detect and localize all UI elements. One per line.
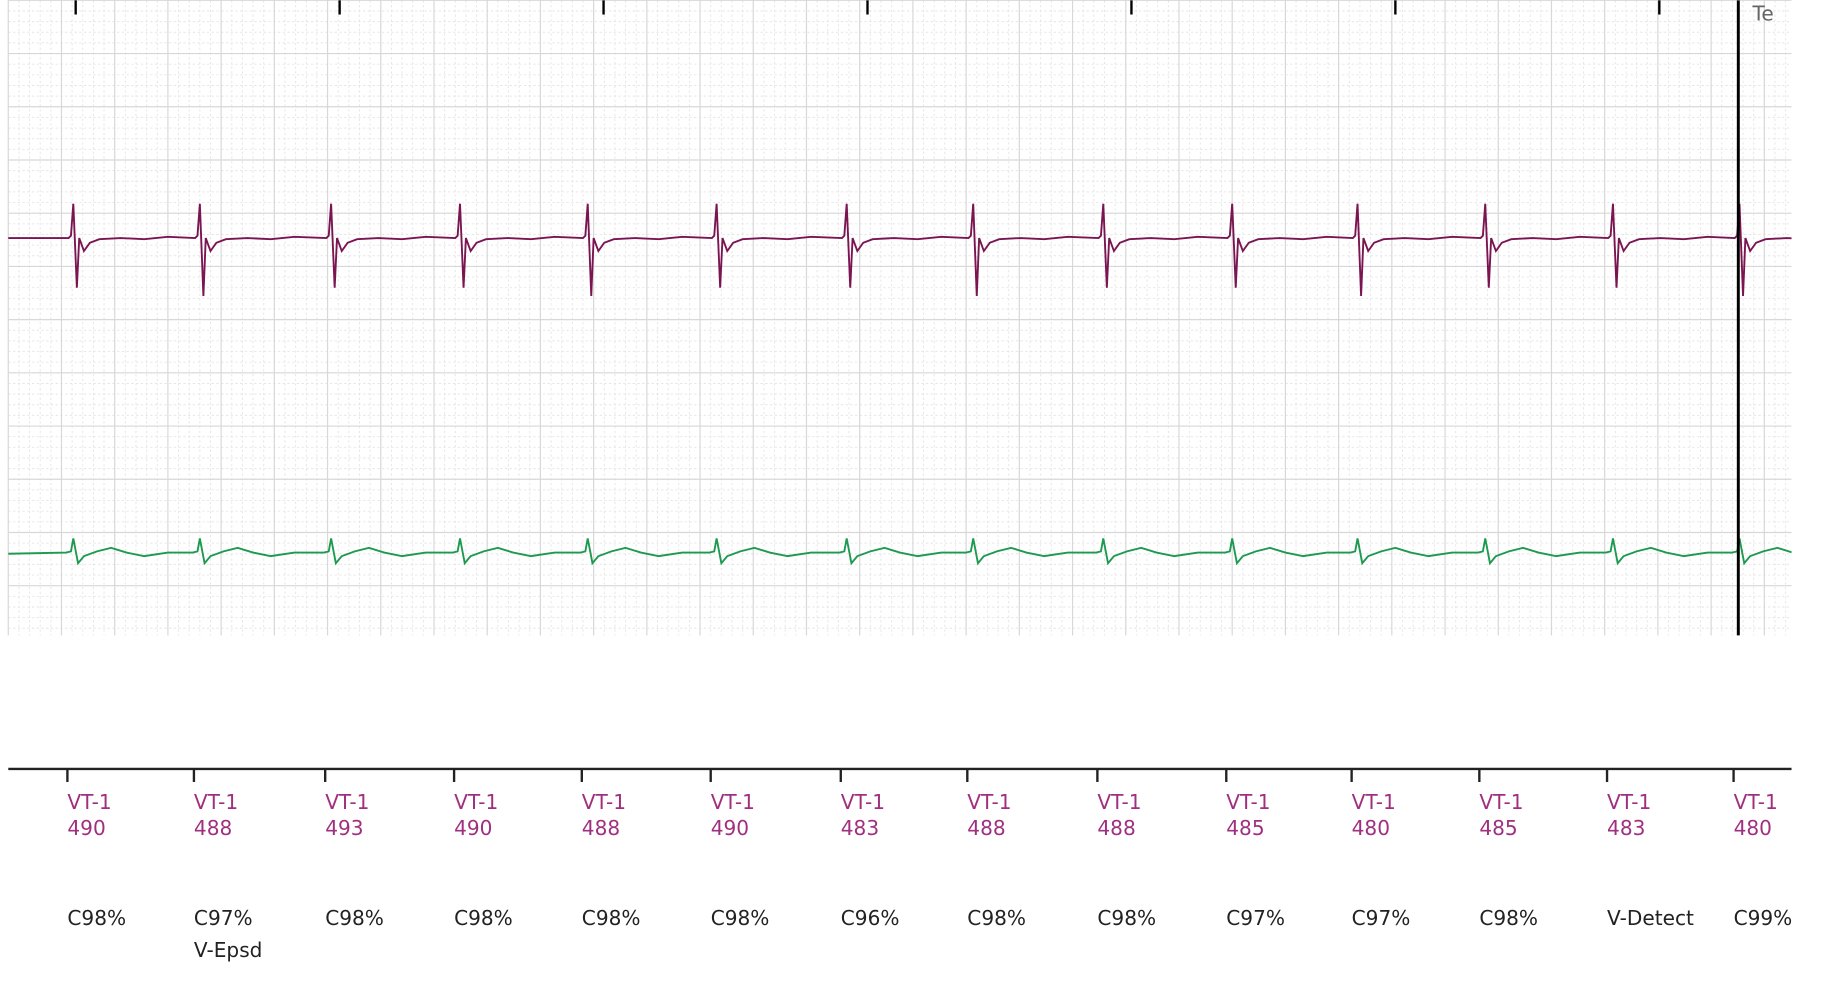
marker-class: C98% <box>1097 906 1156 930</box>
marker-label: VT-1 <box>67 790 111 814</box>
marker-class: C97% <box>194 906 253 930</box>
marker-label: VT-1 <box>1734 790 1778 814</box>
marker-label: VT-1 <box>454 790 498 814</box>
marker-interval: 485 <box>1226 816 1264 840</box>
marker-class: C98% <box>1479 906 1538 930</box>
ecg-trace-2 <box>8 538 1792 566</box>
marker-interval: 488 <box>194 816 232 840</box>
marker-interval: 483 <box>1607 816 1645 840</box>
marker-label: VT-1 <box>1226 790 1270 814</box>
marker-label: VT-1 <box>1479 790 1523 814</box>
marker-interval: 493 <box>325 816 363 840</box>
marker-class: C97% <box>1226 906 1285 930</box>
marker-label: VT-1 <box>1352 790 1396 814</box>
marker-label: VT-1 <box>1607 790 1651 814</box>
marker-label: VT-1 <box>967 790 1011 814</box>
marker-label: VT-1 <box>841 790 885 814</box>
marker-interval: 488 <box>582 816 620 840</box>
markers: VT-1490C98%VT-1488C97%V-EpsdVT-1493C98%V… <box>66 768 1793 962</box>
ecg-trace-1 <box>8 203 1792 297</box>
marker-interval: 488 <box>967 816 1005 840</box>
marker-class: V-Detect <box>1607 906 1694 930</box>
marker-class: C96% <box>841 906 900 930</box>
marker-class: C98% <box>967 906 1026 930</box>
marker-label: VT-1 <box>325 790 369 814</box>
marker-interval: 483 <box>841 816 879 840</box>
marker-interval: 490 <box>454 816 492 840</box>
marker-label: VT-1 <box>1097 790 1141 814</box>
marker-class: C98% <box>325 906 384 930</box>
marker-interval: 485 <box>1479 816 1517 840</box>
marker-label: VT-1 <box>194 790 238 814</box>
marker-interval: 490 <box>67 816 105 840</box>
marker-class: C97% <box>1352 906 1411 930</box>
marker-class: C98% <box>67 906 126 930</box>
header-text: Te <box>1752 1 1774 25</box>
waveforms <box>8 203 1792 566</box>
marker-interval: 480 <box>1734 816 1772 840</box>
marker-class: C98% <box>454 906 513 930</box>
marker-label: VT-1 <box>582 790 626 814</box>
marker-label: VT-1 <box>711 790 755 814</box>
marker-interval: 488 <box>1097 816 1135 840</box>
marker-note: V-Epsd <box>194 938 263 962</box>
marker-class: C98% <box>711 906 770 930</box>
grid <box>7 0 1792 636</box>
marker-interval: 480 <box>1352 816 1390 840</box>
marker-class: C99% <box>1734 906 1793 930</box>
marker-class: C98% <box>582 906 641 930</box>
marker-interval: 490 <box>711 816 749 840</box>
